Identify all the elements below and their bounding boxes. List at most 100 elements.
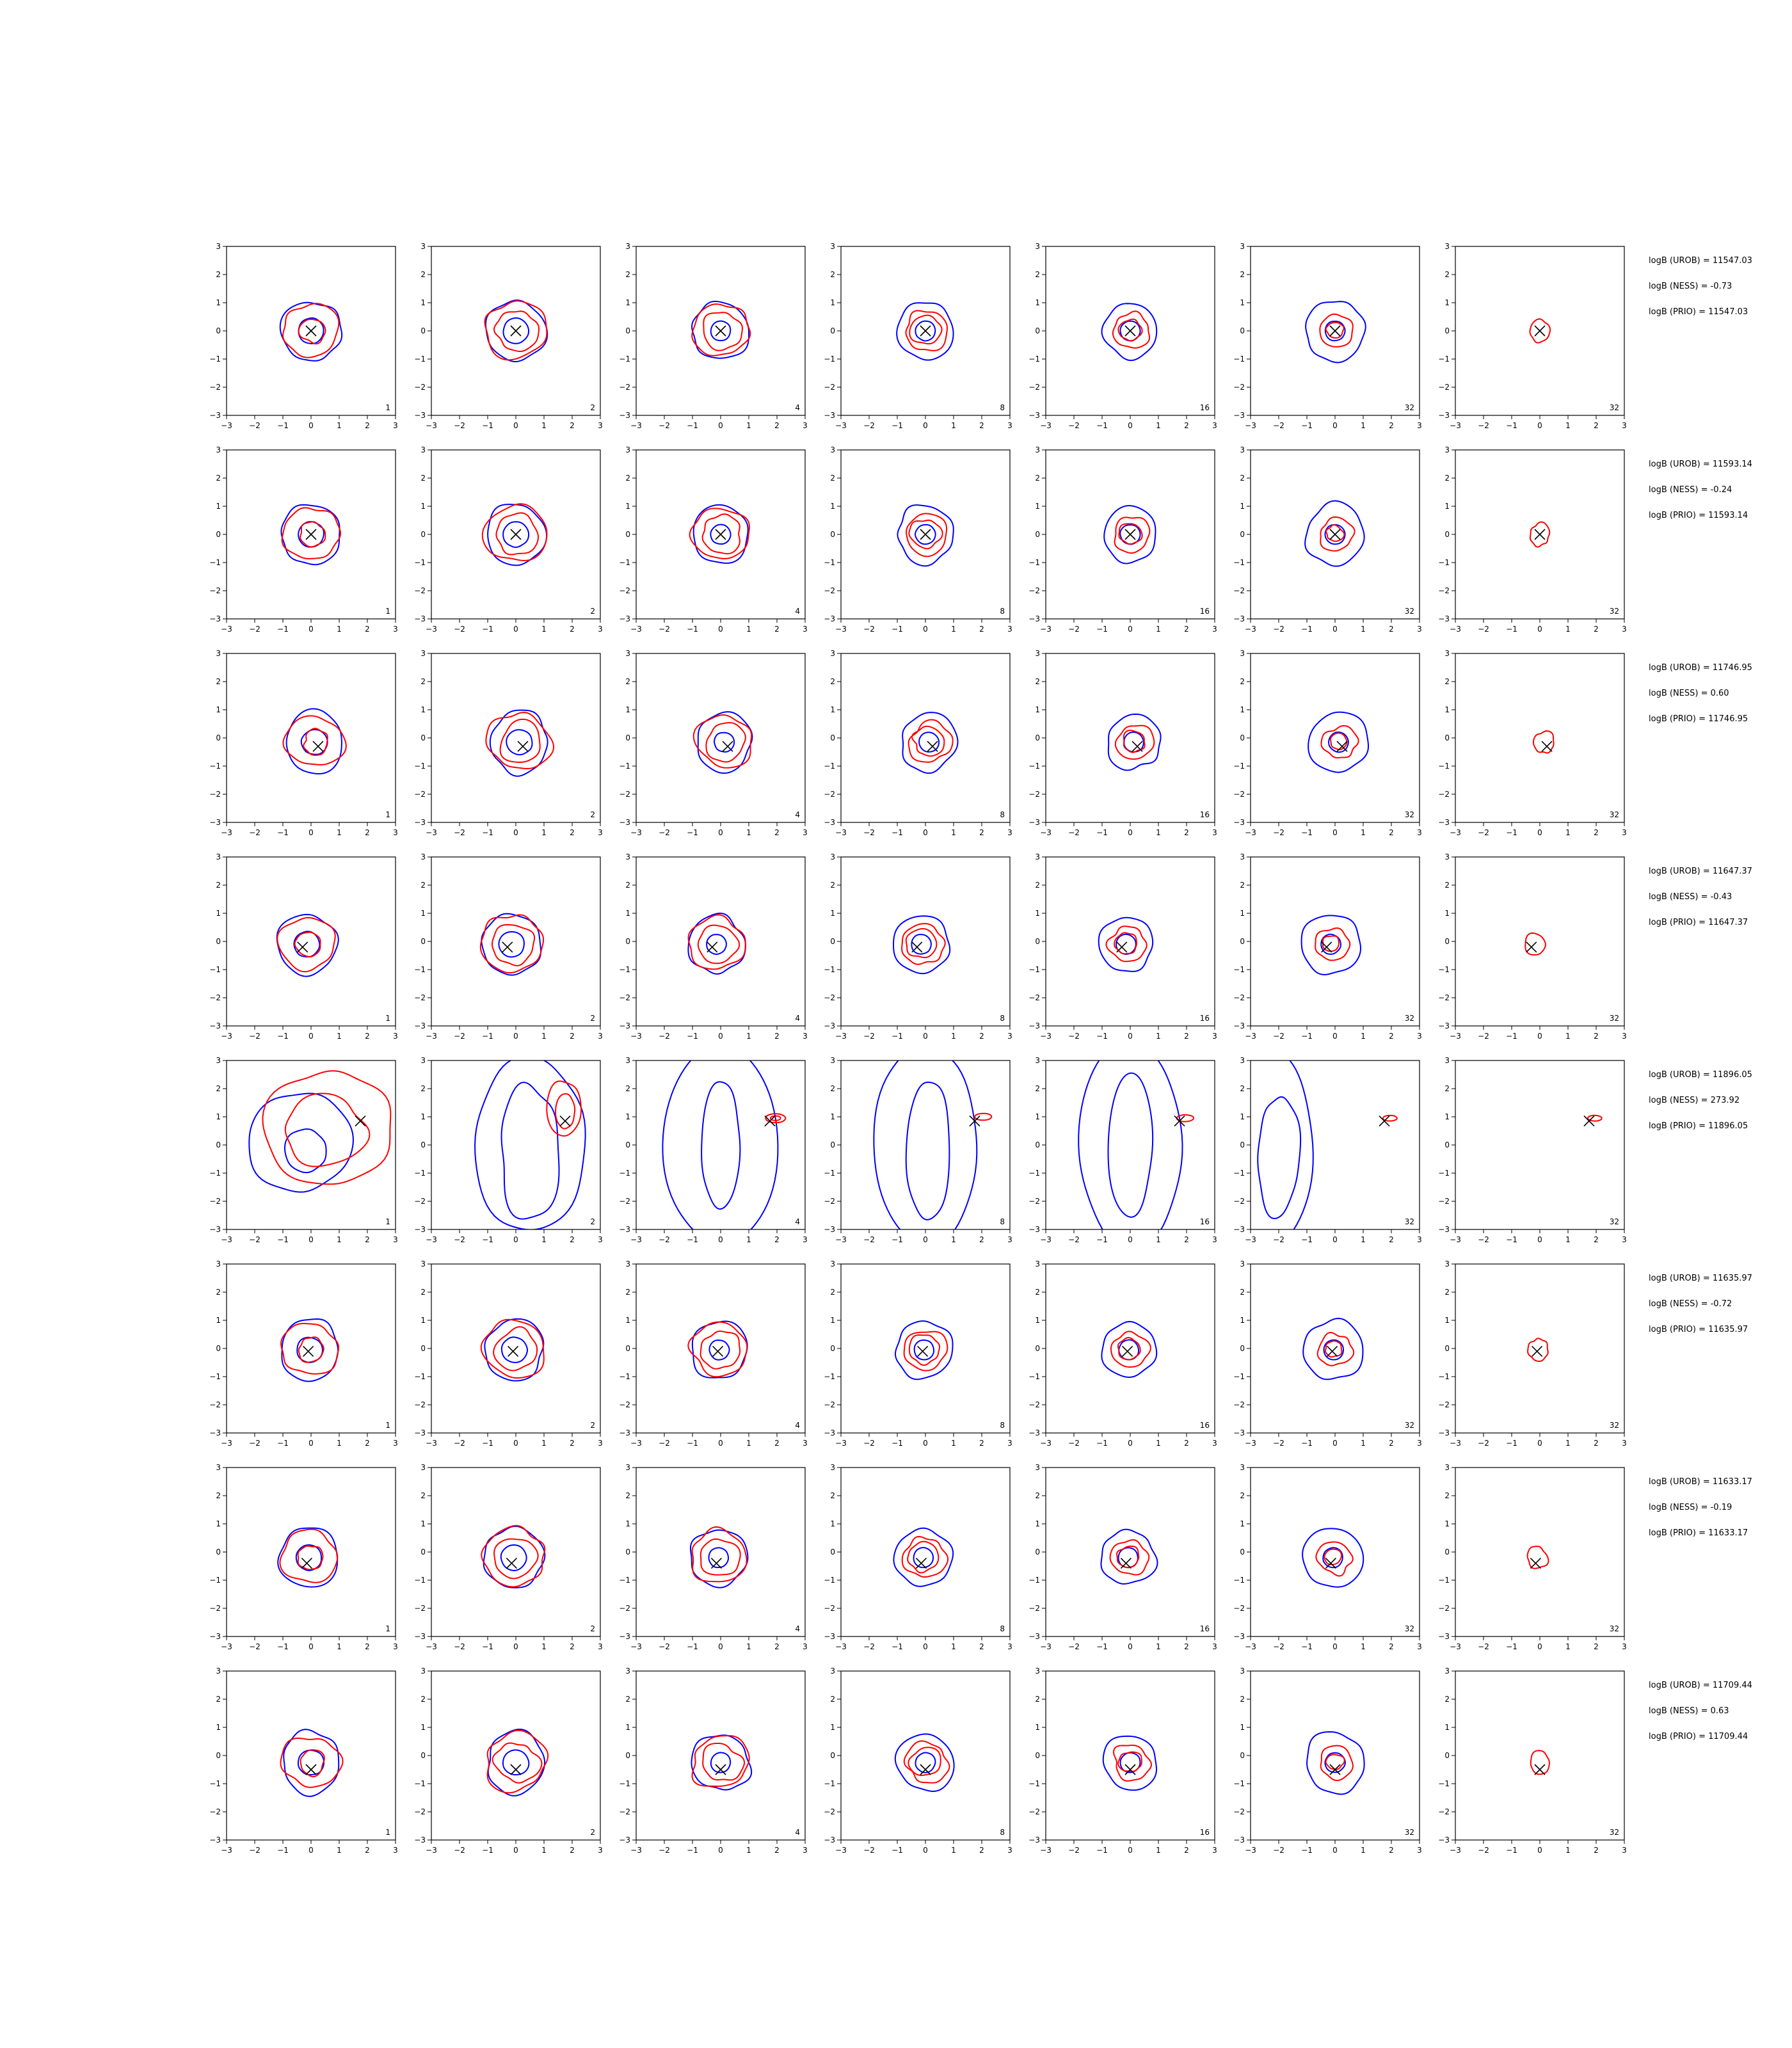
blue-contour [474, 1060, 586, 1229]
blue-contour [502, 1749, 530, 1776]
y-tick-label: −2 [619, 383, 630, 392]
red-contour [901, 923, 946, 965]
x-tick-label: 3 [1212, 1439, 1217, 1448]
x-tick-label: 2 [979, 1235, 984, 1244]
y-tick-label: 0 [1240, 1751, 1245, 1760]
x-tick-label: −3 [1040, 1235, 1052, 1244]
logb-annotation: logB (UROB) = 11746.95 [1649, 663, 1752, 673]
x-tick-label: −3 [426, 421, 437, 430]
x-tick-label: 3 [1007, 1439, 1012, 1448]
y-tick-label: −2 [619, 1807, 630, 1816]
x-tick-label: −3 [835, 828, 847, 837]
x-tick-label: 1 [1565, 1642, 1571, 1651]
red-contour [703, 312, 743, 351]
y-tick-label: 0 [625, 1140, 630, 1149]
y-tick-label: −1 [619, 1576, 630, 1585]
red-contour [280, 1323, 340, 1375]
y-tick-label: 3 [216, 649, 221, 658]
y-tick-label: 3 [1035, 242, 1040, 251]
y-tick-label: 3 [625, 852, 630, 861]
x-tick-label: 2 [365, 1642, 370, 1651]
x-tick-label: 2 [570, 625, 575, 634]
x-tick-label: 2 [365, 1032, 370, 1041]
panel-number-label: 4 [795, 607, 800, 616]
x-tick-label: −1 [277, 828, 289, 837]
x-tick-label: 2 [1389, 1846, 1394, 1855]
true-value-marker [510, 1764, 522, 1775]
true-value-marker [1116, 941, 1128, 953]
x-tick-label: −2 [249, 1235, 260, 1244]
x-tick-label: −1 [277, 421, 289, 430]
red-contour [276, 916, 336, 973]
true-value-marker [1122, 1345, 1133, 1357]
red-contour [1524, 932, 1546, 956]
x-tick-label: 3 [1622, 1439, 1627, 1448]
x-tick-label: 1 [337, 1846, 342, 1855]
y-tick-label: 1 [830, 705, 835, 714]
red-contour [1325, 1754, 1345, 1770]
panel-number-label: 32 [1405, 1624, 1414, 1633]
x-tick-label: 1 [1156, 828, 1161, 837]
y-tick-label: −3 [414, 818, 426, 827]
x-tick-label: −1 [1096, 1235, 1108, 1244]
contour-group [687, 1320, 748, 1379]
y-tick-label: −2 [414, 993, 426, 1002]
y-tick-label: 1 [1035, 298, 1040, 307]
contour-group [1532, 730, 1555, 754]
blue-contour [895, 1320, 954, 1380]
x-tick-label: 0 [513, 1032, 518, 1041]
y-tick-label: 1 [1444, 909, 1450, 918]
red-contour [905, 928, 938, 959]
x-tick-label: 1 [337, 1235, 342, 1244]
y-tick-label: 2 [1035, 474, 1040, 483]
blue-contour [498, 931, 525, 958]
x-tick-label: 2 [1594, 421, 1599, 430]
x-tick-label: −2 [1478, 1846, 1489, 1855]
blue-contour [500, 1082, 560, 1220]
x-tick-label: 3 [803, 1235, 808, 1244]
y-tick-label: 0 [420, 1751, 426, 1760]
y-tick-label: −1 [1233, 1779, 1245, 1788]
y-tick-label: −1 [619, 1372, 630, 1381]
logb-annotation: logB (UROB) = 11709.44 [1649, 1681, 1752, 1690]
x-tick-label: 1 [951, 1846, 956, 1855]
panel-number-label: 32 [1405, 607, 1414, 616]
x-tick-label: 1 [1565, 1846, 1571, 1855]
x-tick-label: 1 [541, 625, 547, 634]
y-tick-label: −2 [1233, 1807, 1245, 1816]
y-tick-label: −3 [209, 1021, 221, 1030]
x-tick-label: 2 [1389, 1642, 1394, 1651]
x-tick-label: −1 [687, 1642, 698, 1651]
true-value-marker [764, 1116, 776, 1127]
y-tick-label: −1 [619, 558, 630, 567]
contour-group [1107, 713, 1162, 771]
x-tick-label: 0 [1128, 1642, 1133, 1651]
x-tick-label: 1 [1156, 1032, 1161, 1041]
y-tick-label: −2 [414, 1807, 426, 1816]
contour-group [1103, 505, 1156, 564]
panel-number-label: 32 [1405, 1014, 1414, 1023]
contour-group [481, 1524, 546, 1588]
y-tick-label: −3 [824, 411, 835, 420]
x-tick-label: 1 [951, 1642, 956, 1651]
x-tick-label: 1 [1361, 1642, 1366, 1651]
x-tick-label: −1 [1506, 828, 1517, 837]
y-tick-label: 3 [216, 852, 221, 861]
y-tick-label: −2 [1028, 1604, 1040, 1613]
y-tick-label: 3 [1035, 852, 1040, 861]
x-tick-label: −1 [482, 1439, 493, 1448]
x-tick-label: 2 [979, 421, 984, 430]
contour-group [1308, 711, 1369, 773]
logb-annotation: logB (NESS) = -0.19 [1649, 1503, 1732, 1512]
y-tick-label: 1 [1444, 1519, 1450, 1528]
logb-annotation: logB (PRIO) = 11709.44 [1649, 1732, 1748, 1741]
y-tick-label: 1 [420, 705, 426, 714]
x-tick-label: 1 [337, 828, 342, 837]
true-value-marker [915, 1558, 927, 1569]
